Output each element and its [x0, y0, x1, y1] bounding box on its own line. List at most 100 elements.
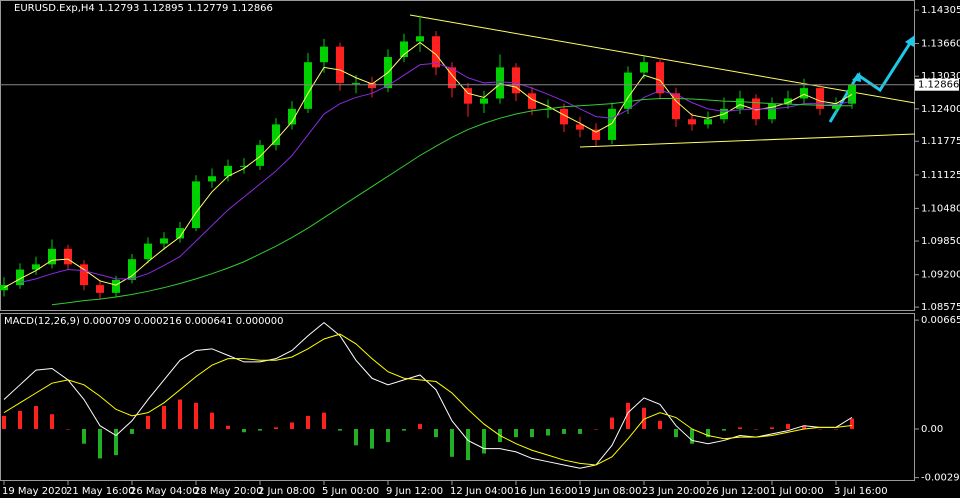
histogram-bar [386, 428, 390, 443]
indicator-line [3, 41, 853, 289]
histogram-bar [114, 428, 118, 456]
candle-body [816, 88, 824, 109]
candle-body [640, 62, 648, 73]
candle-body [288, 108, 296, 125]
histogram-bar [546, 428, 550, 436]
histogram-bar [562, 428, 566, 434]
histogram-bar [674, 428, 678, 438]
x-tick-label: 1 Jul 00:00 [770, 486, 824, 497]
histogram-bar [514, 428, 518, 438]
histogram-bar [578, 428, 582, 434]
candle-body [224, 165, 232, 177]
candle-body [784, 98, 792, 104]
candle-body [240, 165, 248, 167]
candle-body [448, 67, 456, 89]
x-tick-label: 12 Jun 04:00 [450, 486, 514, 497]
candle-body [400, 41, 408, 58]
histogram-bar [322, 412, 326, 429]
candle-body [272, 124, 280, 146]
histogram-bar [194, 402, 198, 429]
y-tick-label: 1.13660 [921, 39, 960, 50]
histogram-bar [850, 418, 854, 429]
histogram-bar [242, 428, 246, 433]
histogram-bar [18, 410, 22, 429]
histogram-bar [34, 406, 38, 429]
x-tick-label: 3 Jul 16:00 [834, 486, 888, 497]
y-tick-label: 0.006655 [921, 315, 960, 326]
histogram-bar [258, 428, 262, 431]
histogram-bar [418, 424, 422, 429]
histogram-bar [530, 428, 534, 438]
histogram-bar [210, 412, 214, 429]
macd-title: MACD(12,26,9) 0.000709 0.000216 0.000641… [4, 316, 284, 327]
trend-line [409, 14, 916, 104]
candle-body [304, 62, 312, 109]
y-tick-label: 1.14305 [921, 5, 960, 16]
y-tick-label: 1.08575 [921, 302, 960, 313]
histogram-bar [594, 428, 598, 430]
candle-body [832, 103, 840, 109]
histogram-bar [402, 428, 406, 431]
candle-body [704, 119, 712, 125]
candle-body [736, 98, 744, 109]
candle-body [128, 259, 136, 280]
candle-body [0, 285, 8, 291]
candle-body [560, 108, 568, 125]
candle-body [160, 238, 168, 244]
indicator-line [19, 62, 853, 283]
candle-body [176, 228, 184, 239]
histogram-bar [226, 425, 230, 429]
histogram-bar [642, 407, 646, 429]
macd-panel-frame [0, 313, 915, 481]
histogram-bar [66, 428, 70, 430]
histogram-bar [50, 414, 54, 429]
histogram-bar [786, 424, 790, 429]
candle-body [112, 279, 120, 293]
candle-body [96, 285, 104, 293]
histogram-bar [722, 428, 726, 431]
histogram-bar [770, 427, 774, 429]
candle-body [576, 124, 584, 130]
candle-body [144, 243, 152, 260]
x-tick-label: 5 Jun 00:00 [322, 486, 379, 497]
candle-body [320, 46, 328, 63]
histogram-bar [2, 415, 6, 429]
y-tick-label: 1.09850 [921, 236, 960, 247]
candle-body [208, 176, 216, 182]
arrow-head [905, 35, 915, 47]
x-tick-label: 28 May 20:00 [194, 486, 263, 497]
histogram-bar [274, 427, 278, 429]
candle-body [368, 82, 376, 89]
candle-body [656, 62, 664, 94]
histogram-bar [306, 415, 310, 429]
candle-body [768, 103, 776, 120]
histogram-bar [162, 406, 166, 429]
histogram-bar [178, 399, 182, 429]
price-title: EURUSD.Exp,H4 1.12793 1.12895 1.12779 1.… [14, 3, 273, 14]
candle-body [416, 36, 424, 42]
last-price-label: 1.12866 [918, 80, 959, 91]
x-tick-label: 9 Jun 12:00 [386, 486, 443, 497]
candle-body [512, 67, 520, 94]
candle-body [256, 145, 264, 166]
y-tick-label: 1.09200 [921, 270, 960, 281]
x-tick-label: 19 Jun 08:00 [578, 486, 642, 497]
y-tick-label: 1.13030 [921, 71, 960, 82]
indicator-line [51, 97, 852, 306]
candle-body [592, 129, 600, 140]
histogram-bar [338, 428, 342, 431]
histogram-bar [802, 425, 806, 429]
x-tick-label: 2 Jun 08:00 [258, 486, 315, 497]
histogram-bar [450, 428, 454, 457]
histogram-bar [434, 428, 438, 438]
candle-body [464, 88, 472, 104]
candle-body [32, 264, 40, 270]
y-tick-label: 1.11775 [921, 136, 960, 147]
x-tick-label: 23 Jun 20:00 [642, 486, 706, 497]
candle-body [64, 248, 72, 265]
histogram-bar [706, 428, 710, 438]
histogram-bar [482, 428, 486, 454]
candle-body [688, 119, 696, 125]
histogram-bar [834, 428, 838, 430]
